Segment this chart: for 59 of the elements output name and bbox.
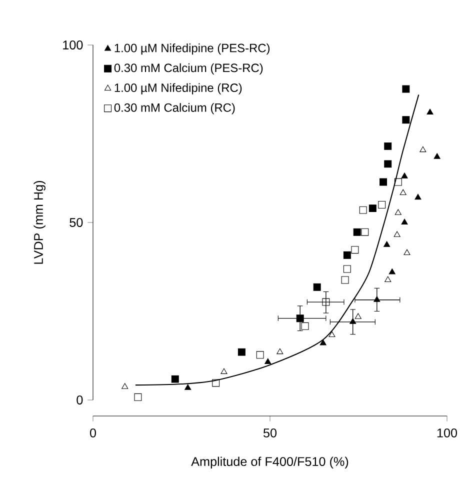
point [296,314,304,322]
x-tick-label: 100 [437,428,458,438]
point [361,228,369,236]
point [420,146,426,152]
point [401,218,408,224]
point [328,331,336,338]
point [394,209,402,215]
x-tick-label: 50 [263,428,277,438]
point [378,201,386,208]
point [256,351,264,359]
legend-label: 1.00 µM Nifedipine (PES-RC) [114,43,270,55]
point [394,178,402,186]
point [384,160,392,168]
x-axis-title: Amplitude of F400/F510 (%) [191,456,348,469]
point [343,265,351,273]
point [394,231,400,237]
point [171,375,179,383]
point [384,276,392,282]
point [134,393,142,401]
point [401,172,408,178]
legend-label: 0.30 mM Calcium (RC) [114,103,235,114]
point [122,383,128,389]
point [276,348,284,354]
point [212,379,220,387]
point [359,206,367,214]
point [400,189,406,196]
point [351,246,359,254]
point [350,318,356,324]
point [402,85,410,93]
point [384,241,390,247]
point [384,142,392,150]
y-tick-label: 0 [76,396,83,404]
point [374,296,380,302]
point [313,283,321,291]
point [264,358,272,364]
point [402,116,410,124]
point [380,178,388,186]
point [322,298,330,306]
point [426,108,434,114]
x-tick-label: 0 [90,428,96,438]
y-tick-label: 100 [63,40,83,50]
y-axis-title: LVDP (mm Hg) [34,180,46,264]
point [341,276,349,284]
point [434,153,440,159]
point [414,194,422,200]
point [388,268,396,274]
point [184,384,192,390]
point [353,228,361,236]
point [320,339,326,346]
y-tick-label: 50 [70,218,83,227]
point [343,251,351,259]
point [368,204,376,212]
legend-label: 0.30 mM Calcium (PES-RC) [114,63,263,74]
point [404,249,410,256]
legend-label: 1.00 µM Nifedipine (RC) [114,83,242,94]
point [220,368,228,374]
point [354,313,362,319]
point [301,322,309,330]
point [238,348,246,356]
